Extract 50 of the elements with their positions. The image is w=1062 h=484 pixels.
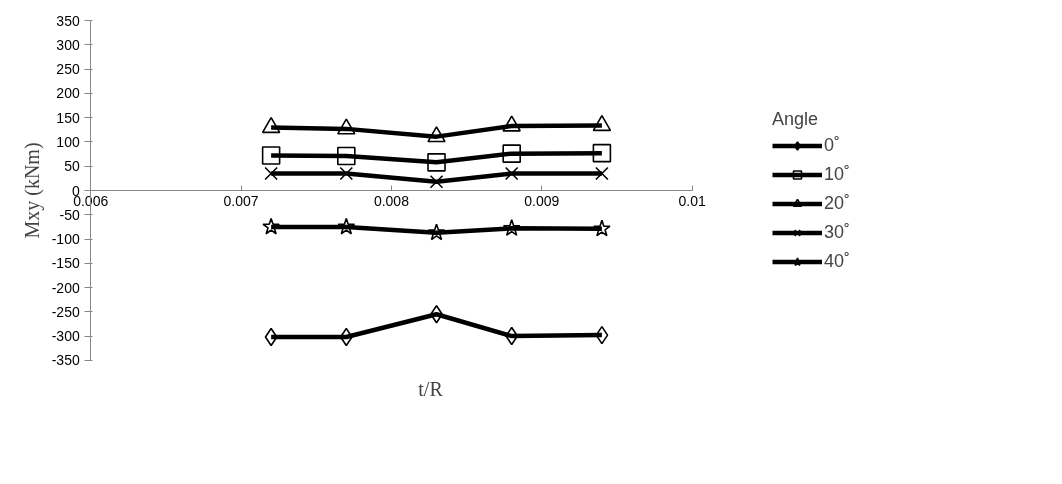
point bbox=[427, 126, 446, 143]
legend-label: 20˚ bbox=[823, 192, 850, 214]
y-tick-label: 150 bbox=[56, 109, 80, 126]
legend-label: 40˚ bbox=[823, 250, 850, 272]
y-tick-label: 350 bbox=[56, 12, 80, 29]
point bbox=[261, 116, 281, 134]
point bbox=[337, 217, 356, 235]
point bbox=[502, 144, 521, 163]
point bbox=[505, 326, 519, 346]
x-tick-label: 0.007 bbox=[223, 192, 259, 209]
y-tick-label: 300 bbox=[56, 36, 80, 53]
point bbox=[264, 327, 278, 347]
y-tick-label: -300 bbox=[51, 328, 80, 345]
y-tick-label: 200 bbox=[56, 85, 80, 102]
point bbox=[502, 115, 521, 132]
y-tick-label: -50 bbox=[59, 206, 80, 223]
y-tick-label: 100 bbox=[56, 133, 80, 150]
legend-label: 10˚ bbox=[823, 163, 850, 185]
point bbox=[427, 153, 446, 172]
point bbox=[339, 327, 353, 347]
y-tick-label: -100 bbox=[51, 231, 80, 248]
point bbox=[262, 217, 281, 235]
point bbox=[592, 114, 612, 132]
x-tick-label: 0.01 bbox=[678, 192, 706, 209]
point bbox=[339, 166, 354, 181]
point bbox=[337, 146, 356, 166]
point bbox=[595, 325, 609, 345]
legend-label: 30˚ bbox=[823, 221, 850, 243]
x-tick-label: 0.009 bbox=[524, 192, 560, 209]
y-tick-label: 250 bbox=[56, 61, 80, 78]
y-tick-label: -250 bbox=[51, 303, 80, 320]
x-axis-title: t/R bbox=[418, 377, 444, 400]
point bbox=[337, 118, 356, 135]
point bbox=[261, 146, 281, 165]
point bbox=[502, 219, 521, 237]
y-axis-title: Mxy (kNm) bbox=[21, 142, 45, 239]
y-tick-label: -200 bbox=[51, 279, 80, 296]
y-tick-label: -350 bbox=[51, 352, 80, 369]
legend-title: Angle bbox=[771, 108, 820, 130]
point bbox=[264, 166, 278, 181]
legend-label: 0˚ bbox=[823, 134, 841, 156]
point bbox=[592, 143, 612, 163]
point bbox=[595, 166, 609, 181]
point bbox=[429, 174, 444, 189]
y-tick-label: 50 bbox=[64, 158, 80, 175]
x-tick-label: 0.008 bbox=[373, 192, 410, 209]
point bbox=[504, 166, 519, 181]
point bbox=[427, 223, 446, 241]
point bbox=[593, 219, 611, 237]
y-tick-label: -150 bbox=[51, 255, 80, 272]
